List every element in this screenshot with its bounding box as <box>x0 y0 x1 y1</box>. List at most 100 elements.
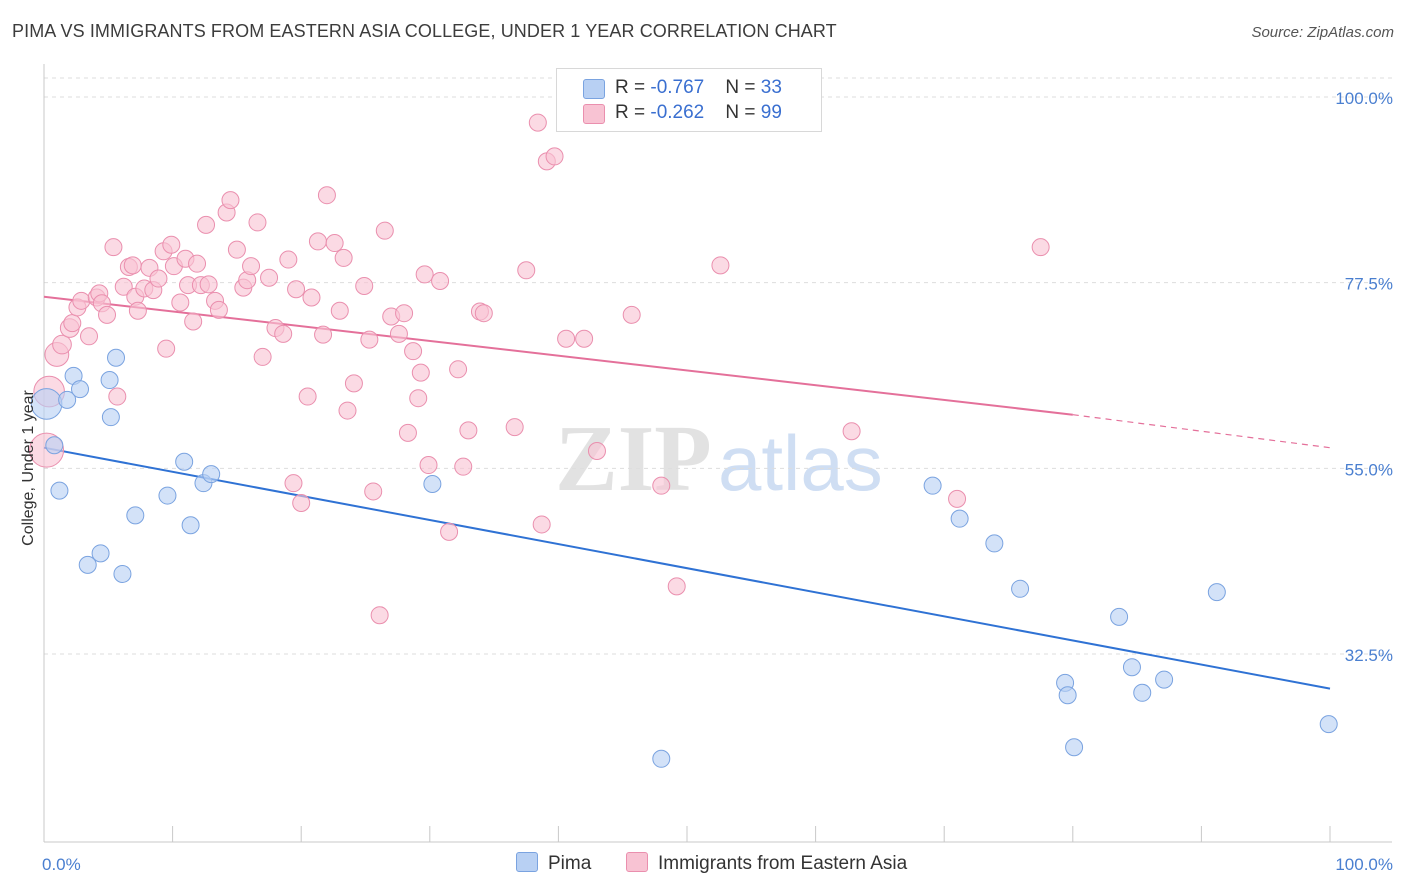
point-pima-22[interactable] <box>985 534 1004 553</box>
point-immigrants-43[interactable] <box>242 257 261 276</box>
point-immigrants-80[interactable] <box>454 457 473 476</box>
point-immigrants-19[interactable] <box>128 301 147 320</box>
point-immigrants-81[interactable] <box>459 421 478 440</box>
point-pima-10[interactable] <box>107 348 126 367</box>
point-pima-12[interactable] <box>126 506 145 525</box>
point-pima-11[interactable] <box>113 564 132 583</box>
data-points[interactable] <box>29 113 1338 768</box>
point-immigrants-61[interactable] <box>338 401 357 420</box>
point-pima-13[interactable] <box>158 486 177 505</box>
point-immigrants-99[interactable] <box>1031 238 1050 257</box>
point-pima-19[interactable] <box>652 749 671 768</box>
point-pima-28[interactable] <box>1122 658 1141 677</box>
point-immigrants-75[interactable] <box>415 265 434 284</box>
point-immigrants-7[interactable] <box>72 291 91 310</box>
point-pima-2[interactable] <box>50 481 69 500</box>
point-pima-30[interactable] <box>1155 670 1174 689</box>
point-immigrants-90[interactable] <box>557 329 576 348</box>
point-immigrants-77[interactable] <box>431 272 450 291</box>
point-immigrants-46[interactable] <box>260 268 279 287</box>
point-pima-5[interactable] <box>71 380 90 399</box>
point-immigrants-44[interactable] <box>248 213 267 232</box>
point-pima-6[interactable] <box>78 555 97 574</box>
point-immigrants-17[interactable] <box>123 256 142 275</box>
point-immigrants-67[interactable] <box>375 221 394 240</box>
point-immigrants-64[interactable] <box>360 330 379 349</box>
point-immigrants-83[interactable] <box>474 304 493 323</box>
point-immigrants-89[interactable] <box>545 147 564 166</box>
point-pima-14[interactable] <box>175 452 194 471</box>
point-pima-8[interactable] <box>100 371 119 390</box>
point-immigrants-94[interactable] <box>652 476 671 495</box>
point-immigrants-93[interactable] <box>622 305 641 324</box>
point-immigrants-65[interactable] <box>364 482 383 501</box>
point-immigrants-49[interactable] <box>279 250 298 269</box>
point-pima-29[interactable] <box>1133 683 1152 702</box>
point-immigrants-76[interactable] <box>419 456 438 475</box>
point-immigrants-78[interactable] <box>440 522 459 541</box>
bottom-legend-pima[interactable]: Pima <box>516 852 591 875</box>
point-immigrants-28[interactable] <box>171 293 190 312</box>
point-immigrants-48[interactable] <box>274 324 293 343</box>
point-immigrants-71[interactable] <box>398 423 417 442</box>
point-immigrants-66[interactable] <box>370 606 389 625</box>
point-pima-7[interactable] <box>91 544 110 563</box>
point-immigrants-87[interactable] <box>532 515 551 534</box>
point-pima-15[interactable] <box>181 516 200 535</box>
point-pima-32[interactable] <box>1319 715 1338 734</box>
point-immigrants-13[interactable] <box>104 238 123 257</box>
point-immigrants-8[interactable] <box>80 327 99 346</box>
point-immigrants-70[interactable] <box>395 304 414 323</box>
point-immigrants-12[interactable] <box>98 305 117 324</box>
point-immigrants-55[interactable] <box>308 232 327 251</box>
point-immigrants-52[interactable] <box>292 493 311 512</box>
point-immigrants-3[interactable] <box>52 334 72 355</box>
point-immigrants-72[interactable] <box>404 342 423 361</box>
point-immigrants-84[interactable] <box>505 418 524 437</box>
point-pima-18[interactable] <box>423 475 442 494</box>
point-pima-27[interactable] <box>1110 607 1129 626</box>
point-immigrants-5[interactable] <box>63 314 82 333</box>
point-immigrants-32[interactable] <box>188 254 207 273</box>
point-pima-21[interactable] <box>950 509 969 528</box>
point-immigrants-53[interactable] <box>298 387 317 406</box>
point-immigrants-58[interactable] <box>325 234 344 253</box>
point-immigrants-92[interactable] <box>587 442 606 461</box>
point-pima-26[interactable] <box>1065 738 1084 757</box>
point-immigrants-34[interactable] <box>197 215 216 234</box>
point-immigrants-73[interactable] <box>409 389 428 408</box>
point-pima-25[interactable] <box>1058 686 1077 705</box>
point-immigrants-98[interactable] <box>948 489 967 508</box>
point-immigrants-57[interactable] <box>317 186 336 205</box>
point-immigrants-54[interactable] <box>302 288 321 307</box>
point-immigrants-79[interactable] <box>449 360 468 379</box>
point-immigrants-14[interactable] <box>108 387 127 406</box>
point-pima-1[interactable] <box>45 436 64 455</box>
point-immigrants-26[interactable] <box>162 235 181 254</box>
point-immigrants-96[interactable] <box>711 256 730 275</box>
point-immigrants-23[interactable] <box>149 269 168 288</box>
point-immigrants-31[interactable] <box>184 312 203 331</box>
point-immigrants-15[interactable] <box>114 277 133 296</box>
bottom-legend-immigrants[interactable]: Immigrants from Eastern Asia <box>626 852 907 875</box>
point-immigrants-85[interactable] <box>517 261 536 280</box>
point-immigrants-74[interactable] <box>411 363 430 382</box>
point-immigrants-60[interactable] <box>334 248 353 267</box>
point-pima-3[interactable] <box>58 390 77 409</box>
point-pima-9[interactable] <box>101 408 120 427</box>
point-immigrants-51[interactable] <box>287 280 306 299</box>
point-pima-23[interactable] <box>1011 579 1030 598</box>
point-immigrants-25[interactable] <box>157 339 176 358</box>
point-immigrants-91[interactable] <box>575 329 594 348</box>
point-pima-17[interactable] <box>202 465 221 484</box>
point-immigrants-37[interactable] <box>209 300 228 319</box>
point-immigrants-56[interactable] <box>314 325 333 344</box>
point-pima-31[interactable] <box>1207 583 1226 602</box>
point-immigrants-40[interactable] <box>227 240 246 259</box>
point-immigrants-63[interactable] <box>355 276 374 295</box>
point-immigrants-50[interactable] <box>284 474 303 493</box>
point-immigrants-59[interactable] <box>330 301 349 320</box>
point-immigrants-95[interactable] <box>667 577 686 596</box>
point-immigrants-39[interactable] <box>221 191 240 210</box>
point-immigrants-86[interactable] <box>528 113 547 132</box>
